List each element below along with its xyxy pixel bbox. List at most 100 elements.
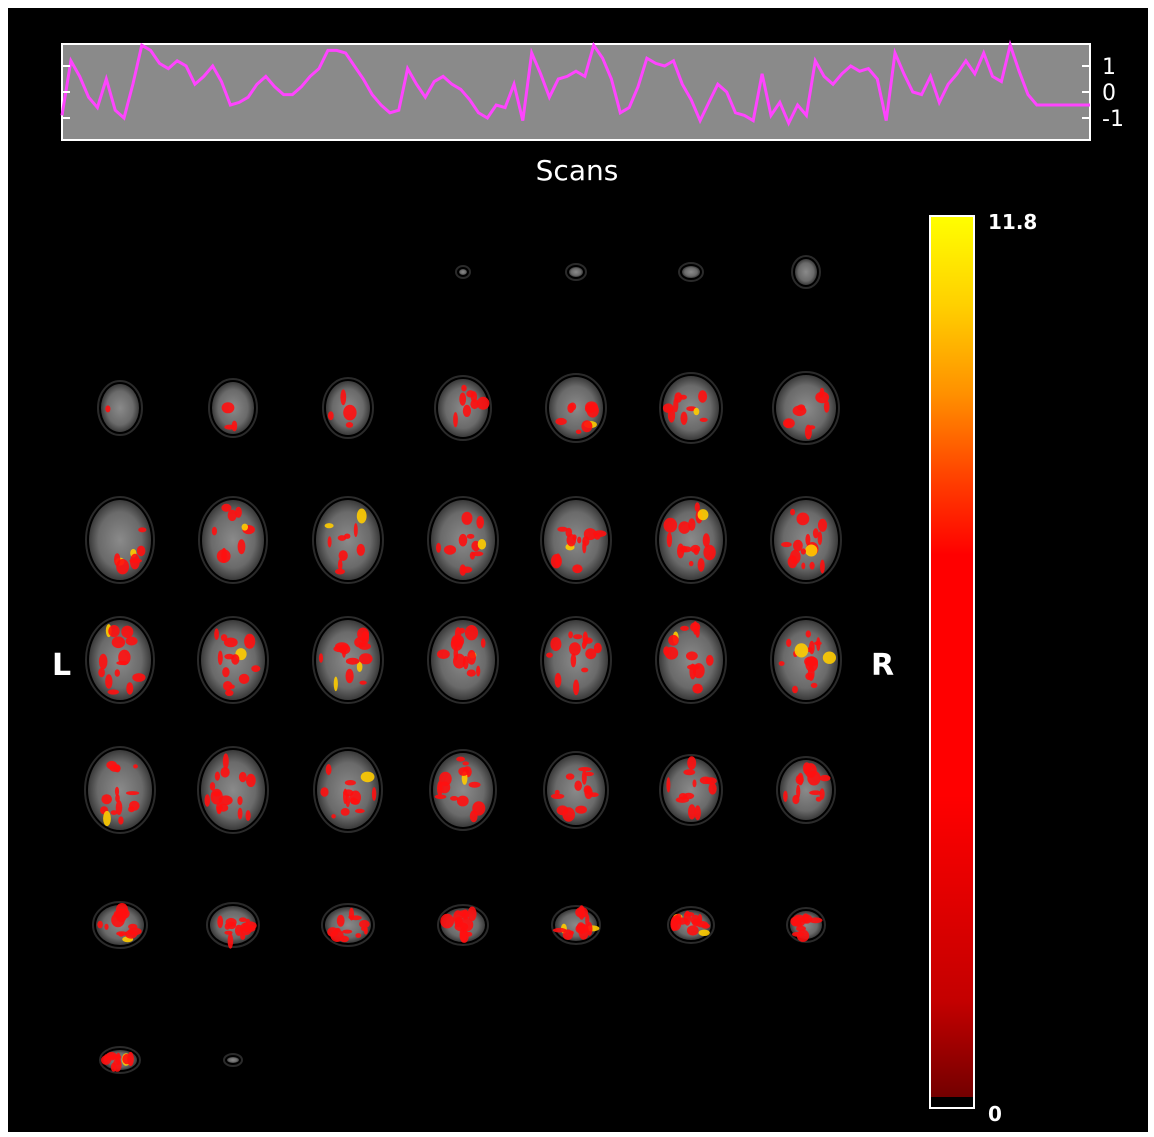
slice-outline [92,901,148,949]
activation-blob [359,653,373,665]
activation-blob [461,566,473,573]
activation-blob [224,653,235,660]
activation-blob [327,411,334,421]
activation-blob [695,626,700,638]
activation-blob [129,800,140,811]
activation-blob [337,559,343,571]
slice-outline [540,496,612,584]
slice-anatomy [201,750,265,830]
activation-blob [209,782,216,791]
activation-blob [461,384,467,392]
activation-blob [458,910,467,916]
activation-blob [818,391,824,398]
activation-blob [97,920,103,929]
activation-blob [581,770,587,785]
brain-slice [321,903,375,947]
slice-outline [659,372,723,444]
slice-outline [197,616,269,704]
slice-anatomy [202,500,264,580]
activation-blob [805,656,819,672]
activation-blob [809,561,815,570]
slice-montage [84,255,842,1074]
activation-blob [692,779,697,788]
activation-blob [356,508,367,524]
activation-blob [810,682,818,689]
activation-blob [569,642,581,656]
activation-blob [476,396,490,410]
slice-outline [429,749,497,831]
activation-blob [550,793,565,799]
activation-blob [822,651,837,664]
activation-blob [246,773,256,788]
activation-blob [222,667,230,678]
slice-outline [85,496,155,584]
brain-slice [223,1053,243,1067]
brain-slice [434,375,492,441]
activation-blob [114,764,121,773]
activation-blob [453,412,458,428]
brain-slice [429,749,497,831]
activation-blob [585,648,597,660]
activation-blob [216,802,223,813]
brain-slice [791,255,821,289]
brain-slice [667,906,715,944]
activation-blob [566,534,577,547]
activation-blob [562,929,574,940]
activation-blob [565,773,575,780]
activation-blob [98,667,105,678]
activation-blob [240,933,246,940]
slice-outline [770,616,842,704]
activation-blob [817,531,823,545]
activation-blob [554,672,562,688]
activation-blob [557,526,568,532]
activation-blob [115,794,120,803]
slice-anatomy [663,758,719,822]
activation-blob [244,633,256,649]
activation-blob [434,794,447,800]
activation-blob [466,390,475,398]
activation-blob [221,402,235,414]
activation-blob [784,419,791,428]
activation-blob [697,509,709,521]
activation-blob [568,631,573,639]
activation-blob [335,568,345,575]
activation-blob [461,511,473,525]
activation-blob [462,761,470,766]
slice-outline [223,1053,243,1067]
activation-blob [815,796,822,802]
activation-blob [807,665,815,682]
activation-blob [698,390,708,403]
activation-blob [238,771,247,783]
activation-blob [575,805,587,814]
brain-slice [565,263,587,281]
activation-blob [221,503,232,512]
colorbar-gradient [929,215,975,1109]
activation-blob [204,794,211,807]
colorbar-min-label: 0 [988,1102,1002,1126]
activation-blob [110,810,118,815]
brain-slice [770,496,842,584]
slice-outline [659,754,723,826]
activation-blob [687,756,697,770]
activation-blob [546,652,553,658]
activation-blob [584,771,594,777]
orientation-right-label: R [871,648,894,683]
y-tick-label: -1 [1102,107,1124,132]
activation-blob [450,796,459,801]
activation-blob [702,533,710,548]
slice-anatomy [459,269,467,275]
activation-blob [480,638,486,648]
activation-blob [327,927,339,937]
brain-slice [85,496,155,584]
activation-blob [223,681,233,691]
brain-slice [313,747,383,833]
activation-blob [778,661,785,666]
brain-slice [786,907,826,943]
slice-outline [791,255,821,289]
activation-blob [697,558,705,572]
slice-outline [321,903,375,947]
activation-blob [237,796,243,806]
activation-blob [116,931,128,936]
activation-blob [781,541,792,548]
brain-slice [97,380,143,436]
